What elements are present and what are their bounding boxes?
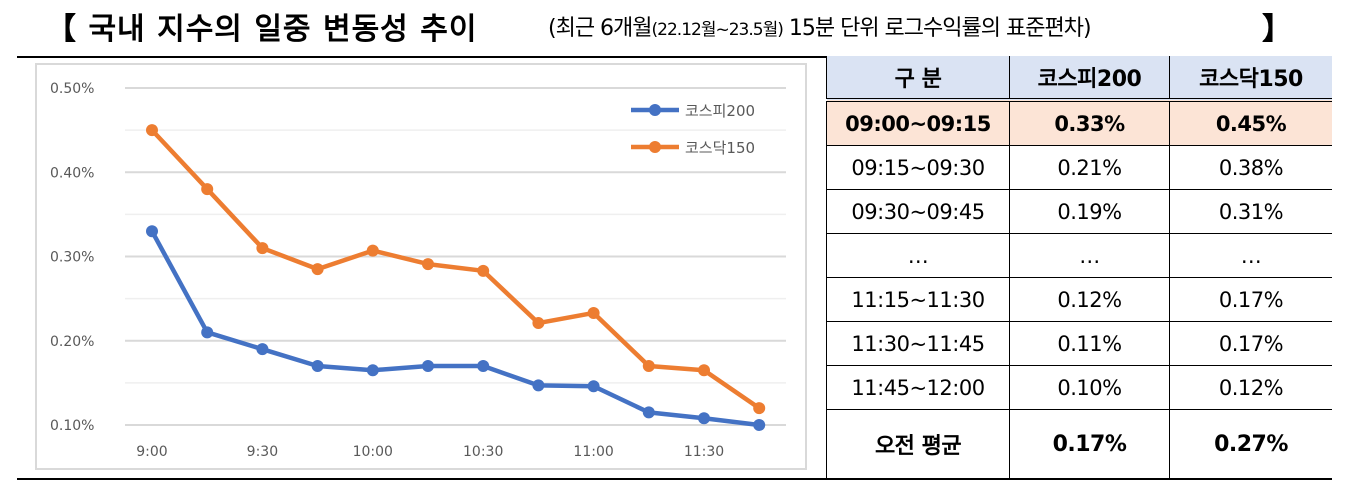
- cell-kosdaq150: 0.38%: [1169, 145, 1332, 190]
- cell-kosdaq150: 0.45%: [1169, 99, 1332, 146]
- data-point-marker: [532, 317, 545, 330]
- cell-kosdaq150: 0.17%: [1169, 321, 1332, 366]
- top-rule: [17, 56, 1332, 58]
- data-point-marker: [642, 360, 655, 373]
- table-row: 09:15~09:30 0.21% 0.38%: [826, 145, 1332, 190]
- data-point-marker: [587, 306, 600, 319]
- header-kosdaq150: 코스닥150: [1169, 56, 1332, 102]
- data-point-marker: [201, 183, 214, 196]
- title-subtitle: (최근 6개월(22.12월~23.5월) 15분 단위 로그수익률의 표준편차…: [548, 10, 1092, 42]
- y-tick-label: 0.30%: [50, 250, 94, 266]
- data-point-marker: [642, 406, 655, 419]
- table-row: 11:15~11:30 0.12% 0.17%: [826, 277, 1332, 322]
- data-point-marker: [256, 343, 269, 356]
- x-tick-label: 10:00: [353, 444, 393, 460]
- data-point-marker: [366, 244, 379, 257]
- cell-period: 09:15~09:30: [826, 145, 1010, 190]
- legend-label: 코스닥150: [685, 139, 755, 157]
- data-point-marker: [753, 419, 766, 431]
- y-tick-label: 0.50%: [50, 81, 94, 97]
- cell-average-kosdaq150: 0.27%: [1169, 409, 1332, 478]
- x-tick-label: 9:00: [136, 444, 167, 460]
- legend-label: 코스피200: [685, 102, 755, 120]
- cell-kospi200: 0.10%: [1009, 365, 1170, 410]
- data-point-marker: [311, 263, 324, 276]
- data-point-marker: [146, 225, 158, 238]
- cell-kospi200: …: [1009, 233, 1170, 278]
- cell-period: 11:45~12:00: [826, 365, 1010, 410]
- legend-marker-icon: [649, 141, 661, 153]
- data-point-marker: [477, 360, 490, 373]
- data-point-marker: [422, 360, 434, 373]
- cell-kosdaq150: 0.31%: [1169, 189, 1332, 234]
- cell-kospi200: 0.19%: [1009, 189, 1170, 234]
- header-period: 구 분: [826, 56, 1010, 102]
- table-row-highlighted: 09:00~09:15 0.33% 0.45%: [826, 99, 1332, 146]
- table-row: 09:30~09:45 0.19% 0.31%: [826, 189, 1332, 234]
- bottom-rule: [17, 478, 1332, 480]
- cell-average-kospi200: 0.17%: [1009, 409, 1170, 478]
- y-tick-label: 0.10%: [50, 418, 94, 434]
- title-period: (22.12월~23.5월): [651, 20, 784, 40]
- x-tick-label: 9:30: [247, 444, 278, 460]
- legend-marker-icon: [649, 104, 661, 116]
- cell-kospi200: 0.12%: [1009, 277, 1170, 322]
- cell-average-label: 오전 평균: [826, 409, 1010, 478]
- cell-kosdaq150: 0.17%: [1169, 277, 1332, 322]
- cell-kospi200: 0.21%: [1009, 145, 1170, 190]
- header-kospi200: 코스피200: [1009, 56, 1170, 102]
- data-point-marker: [698, 412, 710, 425]
- cell-period: …: [826, 233, 1010, 278]
- title-close-bracket: 】: [1262, 12, 1292, 47]
- title-sub-rest: 15분 단위 로그수익률의 표준편차): [782, 16, 1092, 41]
- data-point-marker: [422, 258, 434, 271]
- y-tick-label: 0.40%: [50, 165, 94, 181]
- data-point-marker: [698, 364, 710, 377]
- cell-kosdaq150: 0.12%: [1169, 365, 1332, 410]
- table-row: 11:45~12:00 0.10% 0.12%: [826, 365, 1332, 410]
- data-point-marker: [146, 124, 158, 137]
- volatility-table: 구 분 코스피200 코스닥150 09:00~09:15 0.33% 0.45…: [826, 56, 1332, 478]
- title-main: 【 국내 지수의 일중 변동성 추이: [46, 12, 478, 47]
- chart-plot: 0.50% 0.40% 0.30% 0.20% 0.10% 9:00 9:30 10:00 10…: [50, 81, 786, 460]
- data-point-marker: [753, 402, 766, 415]
- cell-period: 09:30~09:45: [826, 189, 1010, 234]
- series-line-0: [150, 230, 760, 428]
- series-line-1: [150, 128, 761, 411]
- table-header-row: 구 분 코스피200 코스닥150: [826, 56, 1332, 102]
- data-point-marker: [366, 364, 379, 377]
- data-point-marker: [256, 242, 269, 255]
- table-row-ellipsis: … … …: [826, 233, 1332, 278]
- data-point-marker: [477, 264, 490, 277]
- x-tick-label: 11:00: [573, 444, 613, 460]
- title-sub-open: (최근 6개월: [548, 16, 653, 41]
- cell-period: 09:00~09:15: [826, 99, 1010, 146]
- x-tick-label: 11:30: [684, 444, 724, 460]
- data-point-marker: [587, 380, 600, 393]
- table-row: 11:30~11:45 0.11% 0.17%: [826, 321, 1332, 366]
- cell-kosdaq150: …: [1169, 233, 1332, 278]
- data-point-marker: [201, 326, 214, 339]
- cell-kospi200: 0.11%: [1009, 321, 1170, 366]
- cell-period: 11:15~11:30: [826, 277, 1010, 322]
- data-point-marker: [311, 360, 324, 373]
- y-tick-label: 0.20%: [50, 334, 94, 350]
- cell-period: 11:30~11:45: [826, 321, 1010, 366]
- cell-kospi200: 0.33%: [1009, 99, 1170, 146]
- page-title: 【 국내 지수의 일중 변동성 추이 (최근 6개월(22.12월~23.5월)…: [0, 0, 1345, 50]
- x-tick-label: 10:30: [463, 444, 503, 460]
- line-chart: 0.50% 0.40% 0.30% 0.20% 0.10% 9:00 9:30 10:00 10…: [35, 63, 807, 470]
- data-point-marker: [532, 379, 545, 392]
- table-row-average: 오전 평균 0.17% 0.27%: [826, 409, 1332, 478]
